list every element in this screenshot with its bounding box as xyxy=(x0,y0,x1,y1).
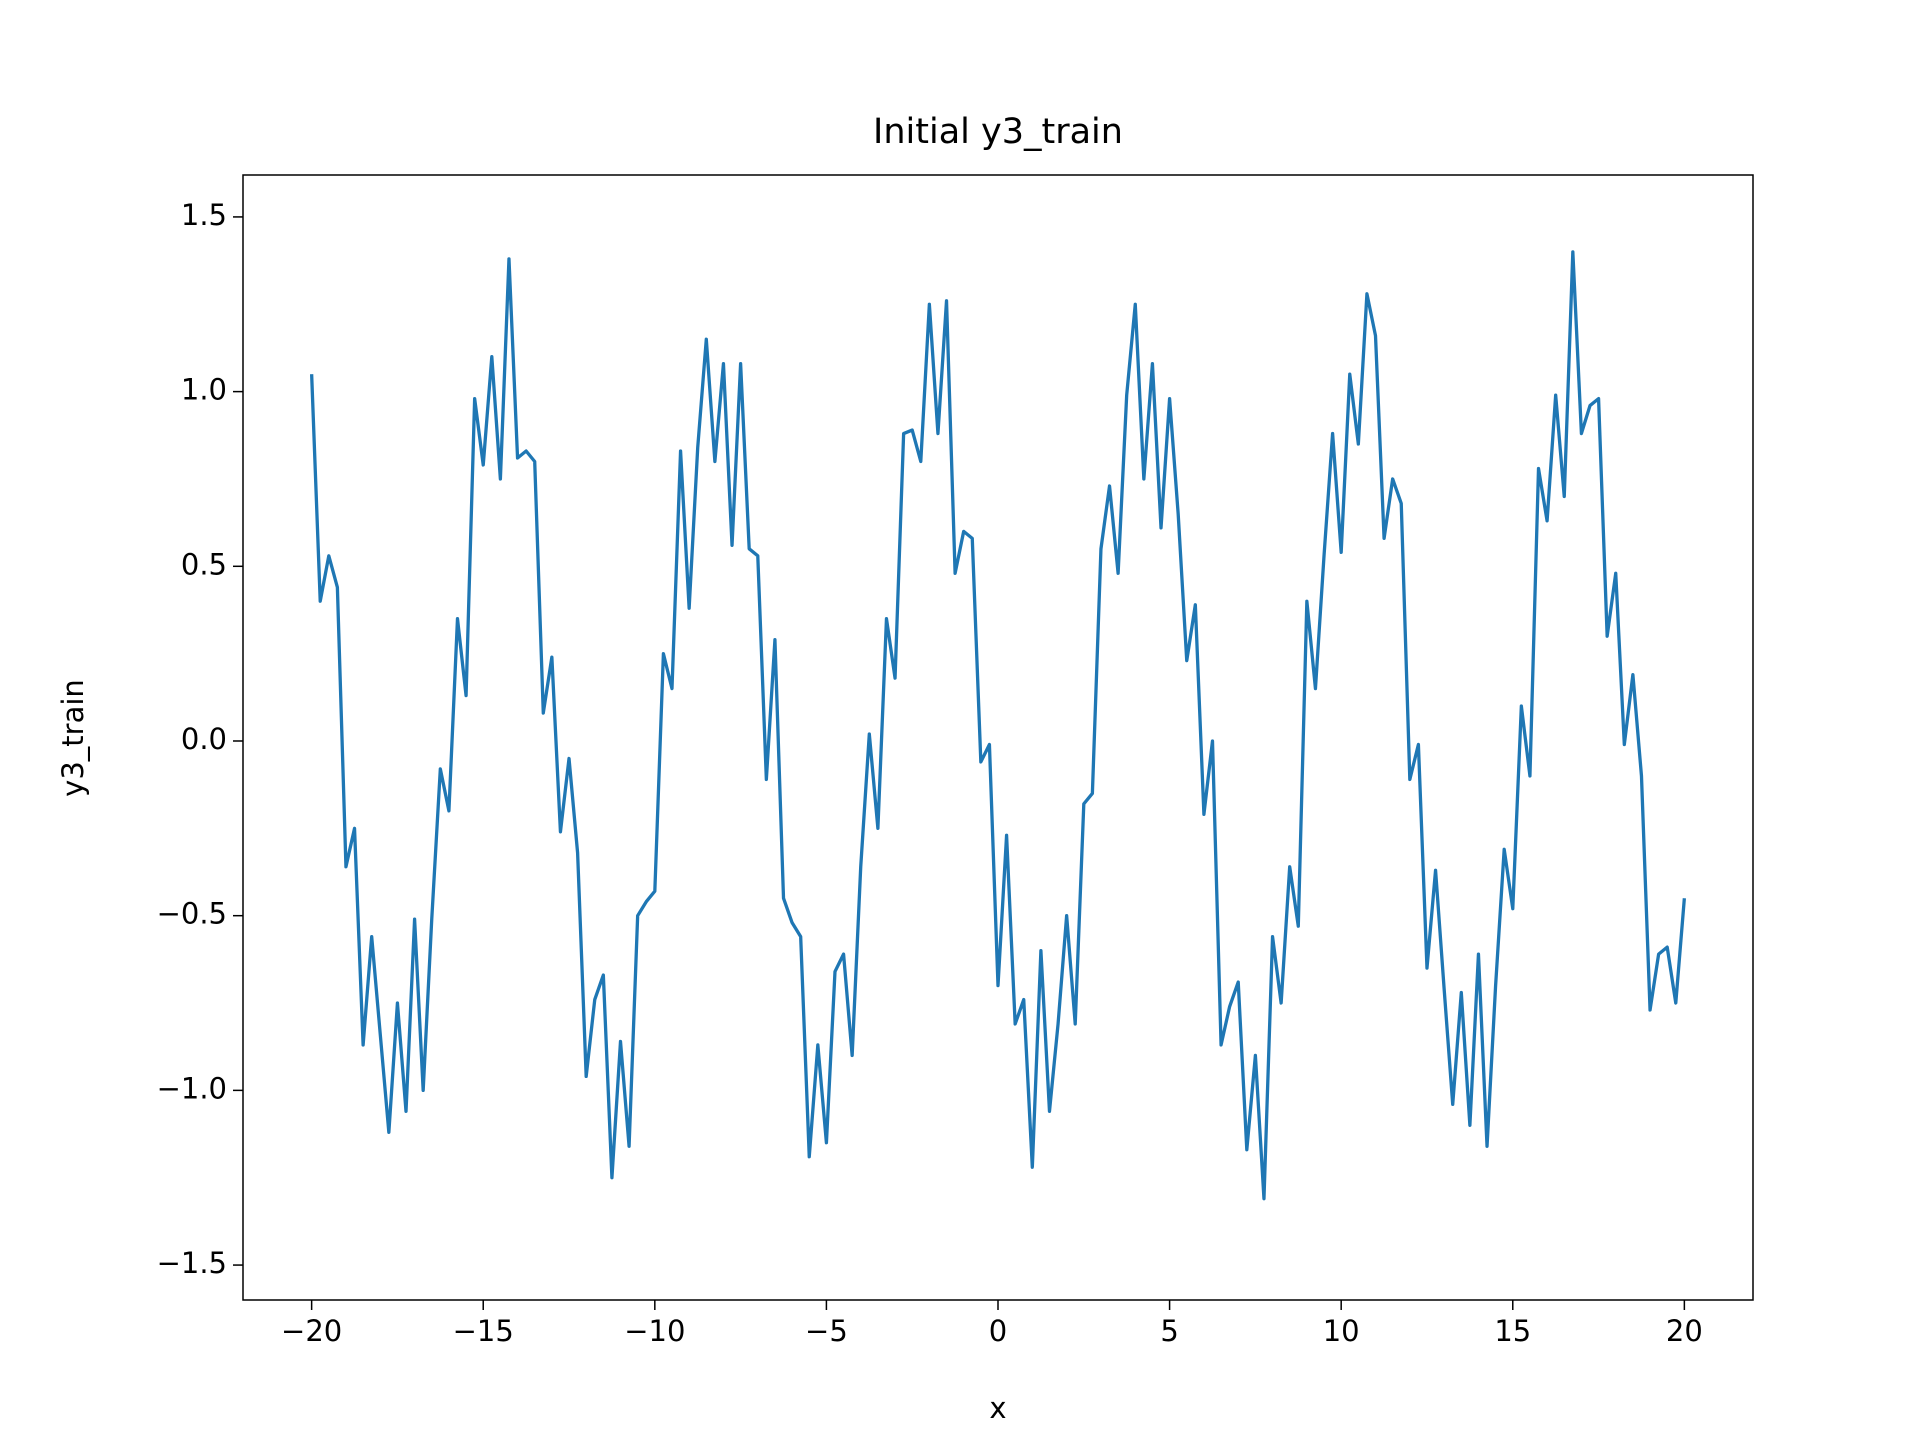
y-tick-label: −1.0 xyxy=(157,1071,227,1105)
y-tick-label: 0.5 xyxy=(181,547,227,581)
y-axis-label: y3_train xyxy=(56,679,90,797)
x-tick-label: 10 xyxy=(1323,1314,1360,1348)
x-tick-label: 0 xyxy=(989,1314,1007,1348)
x-tick-label: 20 xyxy=(1666,1314,1703,1348)
y-tick-label: −1.5 xyxy=(157,1246,227,1280)
x-tick-label: 5 xyxy=(1160,1314,1178,1348)
y-tick-label: 0.0 xyxy=(181,722,227,756)
y-tick-label: −0.5 xyxy=(157,897,227,931)
x-tick-label: −10 xyxy=(624,1314,685,1348)
chart-title: Initial y3_train xyxy=(873,112,1123,152)
x-tick-label: 15 xyxy=(1494,1314,1531,1348)
plot-frame xyxy=(242,174,1754,1301)
x-tick-label: −5 xyxy=(805,1314,848,1348)
x-tick-label: −15 xyxy=(453,1314,514,1348)
y-tick-label: 1.0 xyxy=(181,373,227,407)
x-tick-label: −20 xyxy=(281,1314,342,1348)
y-tick-label: 1.5 xyxy=(181,198,227,232)
x-axis-label: x xyxy=(989,1391,1006,1425)
data-line xyxy=(309,250,1687,1201)
